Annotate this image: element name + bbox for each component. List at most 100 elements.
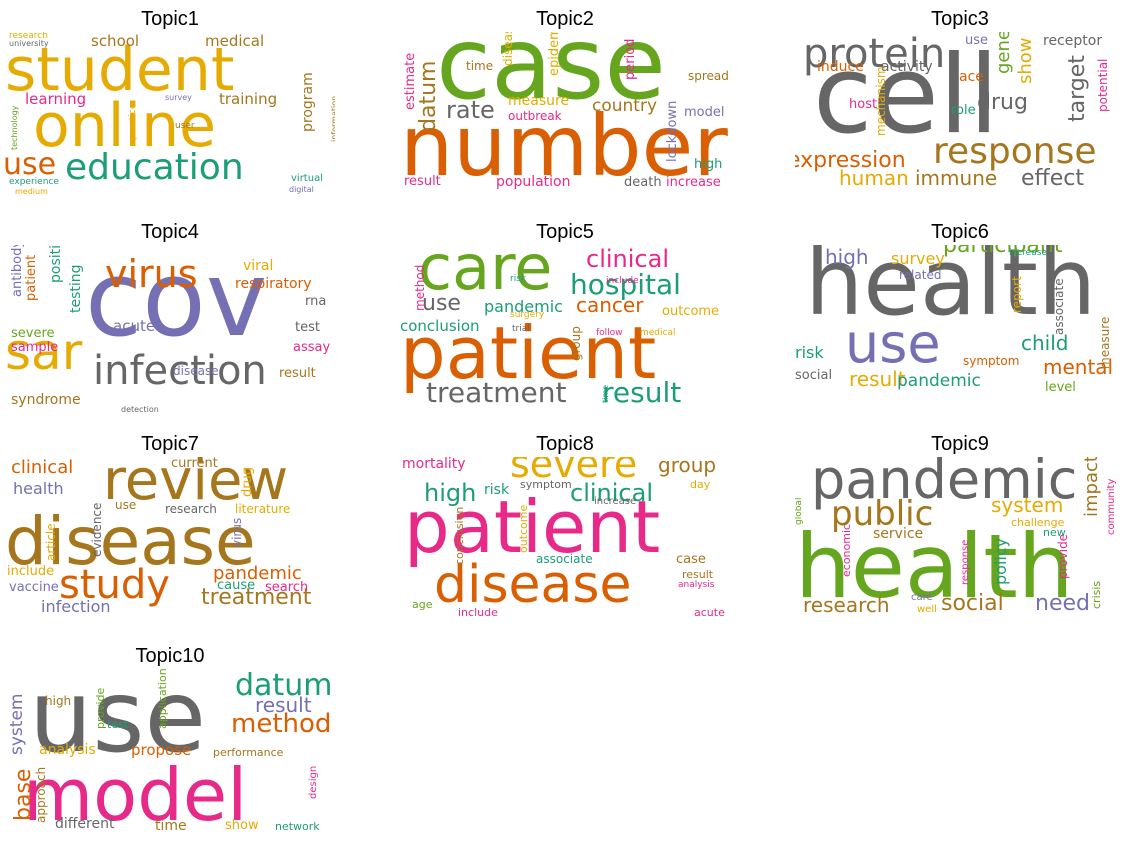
cloud-word: gene xyxy=(993,32,1014,74)
cloud-word: user xyxy=(175,121,195,131)
cloud-word: epidemic xyxy=(547,32,562,76)
cloud-word: challenge xyxy=(1011,516,1065,529)
cloud-word: case xyxy=(676,552,706,567)
cloud-word: technology xyxy=(10,105,19,150)
word-cloud: student online education use school medical tr… xyxy=(5,32,335,202)
cloud-word: method xyxy=(413,264,427,311)
cloud-word: information xyxy=(330,95,335,142)
cloud-word: evidence xyxy=(90,502,104,557)
cloud-word: cancer xyxy=(576,293,644,317)
cloud-word: acute xyxy=(113,317,156,335)
cloud-word: datum xyxy=(416,60,441,132)
cloud-word: result xyxy=(404,174,441,189)
word-cloud: health use participant mental child result pan… xyxy=(795,245,1125,415)
cloud-word: show xyxy=(1015,37,1036,84)
cloud-word: age xyxy=(412,598,433,611)
topic-title: Topic10 xyxy=(135,645,205,667)
cloud-word: level xyxy=(1045,380,1076,395)
cloud-word: immune xyxy=(915,166,998,190)
cloud-word: role xyxy=(951,103,976,118)
cloud-word: high xyxy=(694,157,723,172)
topic-panel: Topic6 health use participant mental child res… xyxy=(795,219,1125,419)
cloud-word: acute xyxy=(694,606,725,619)
cloud-word: result xyxy=(602,376,682,409)
cloud-word: different xyxy=(55,816,115,832)
cloud-word: viral xyxy=(243,258,274,274)
cloud-word: activity xyxy=(881,59,933,75)
cloud-word: design xyxy=(308,765,319,799)
cloud-word: host xyxy=(849,97,878,112)
cloud-word: group xyxy=(658,457,717,477)
cloud-word: test xyxy=(107,718,129,731)
cloud-word: drug xyxy=(977,90,1028,115)
cloud-word: well xyxy=(917,604,937,615)
cloud-word: use xyxy=(965,33,989,48)
cloud-word: associate xyxy=(536,552,593,566)
word-cloud: disease review study treatment pandemic clini… xyxy=(5,457,335,627)
cloud-word: online xyxy=(33,91,217,161)
cloud-word: mortality xyxy=(402,457,466,472)
cloud-word: sar xyxy=(5,323,83,381)
topic-title: Topic9 xyxy=(931,433,989,455)
cloud-word: health xyxy=(805,245,1097,336)
cloud-word: measure xyxy=(1098,316,1112,369)
topic-panel: Topic5 patient care hospital clinical treatme… xyxy=(400,219,730,419)
cloud-word: participant xyxy=(943,245,1063,258)
topic-title: Topic2 xyxy=(536,8,594,30)
cloud-word: related xyxy=(899,268,942,282)
cloud-word: rate xyxy=(446,96,495,124)
cloud-word: research xyxy=(165,502,217,516)
cloud-word: patient xyxy=(24,254,39,301)
cloud-word: risk xyxy=(484,482,510,498)
topic-panel: Topic10 use model datum method result propose a… xyxy=(5,643,335,843)
cloud-word: infection xyxy=(41,597,111,616)
cloud-word: respiratory xyxy=(235,276,312,292)
cloud-word: model xyxy=(684,105,725,120)
topic-title: Topic3 xyxy=(931,8,989,30)
cloud-word: community xyxy=(1106,478,1117,535)
word-cloud: cov sar infection virus respiratory viral rna t… xyxy=(5,245,335,415)
cloud-word: detection xyxy=(121,405,159,414)
cloud-word: pandemic xyxy=(811,457,1078,511)
cloud-word: ace xyxy=(959,69,984,85)
cloud-word: measure xyxy=(508,93,570,109)
topic-title: Topic4 xyxy=(141,221,199,243)
cloud-word: patient xyxy=(404,485,661,569)
cloud-word: population xyxy=(496,174,571,190)
cloud-word: conclusion xyxy=(453,506,466,565)
cloud-word: new xyxy=(1043,526,1066,539)
cloud-word: risk xyxy=(510,274,527,284)
cloud-word: disease xyxy=(173,364,219,378)
word-cloud: cell protein response expression human immune… xyxy=(795,32,1125,202)
cloud-word: health xyxy=(13,479,64,498)
topic-panel: Topic1 student online education use school med… xyxy=(5,6,335,206)
cloud-word: public xyxy=(831,494,934,534)
cloud-word: surgery xyxy=(510,310,545,320)
cloud-word: clinical xyxy=(586,245,669,273)
topic-title: Topic5 xyxy=(536,221,594,243)
cloud-word: analysis xyxy=(39,742,96,758)
cloud-word: effect xyxy=(1021,166,1084,191)
cloud-word: method xyxy=(231,709,332,739)
cloud-word: outcome xyxy=(517,504,530,553)
cloud-word: virtual xyxy=(291,173,323,184)
cloud-word: experience xyxy=(9,177,59,187)
cloud-word: drug xyxy=(240,466,255,497)
cloud-word: use xyxy=(115,498,137,512)
cloud-word: literature xyxy=(235,502,291,516)
cloud-word: spread xyxy=(688,69,729,83)
cloud-word: medical xyxy=(205,32,265,50)
cloud-word: use xyxy=(29,669,207,775)
cloud-word: research xyxy=(9,32,48,41)
cloud-word: analysis xyxy=(678,580,715,590)
cloud-word: positive xyxy=(48,245,64,283)
cloud-word: review xyxy=(103,457,289,513)
cloud-word: university xyxy=(9,39,49,48)
cloud-word: day xyxy=(690,478,711,491)
word-cloud: case number rate datum country estimate time di… xyxy=(400,32,730,202)
cloud-word: practice xyxy=(128,103,138,140)
cloud-word: application xyxy=(156,669,169,729)
cloud-word: provide xyxy=(94,687,107,729)
cloud-word: virus xyxy=(105,252,198,296)
